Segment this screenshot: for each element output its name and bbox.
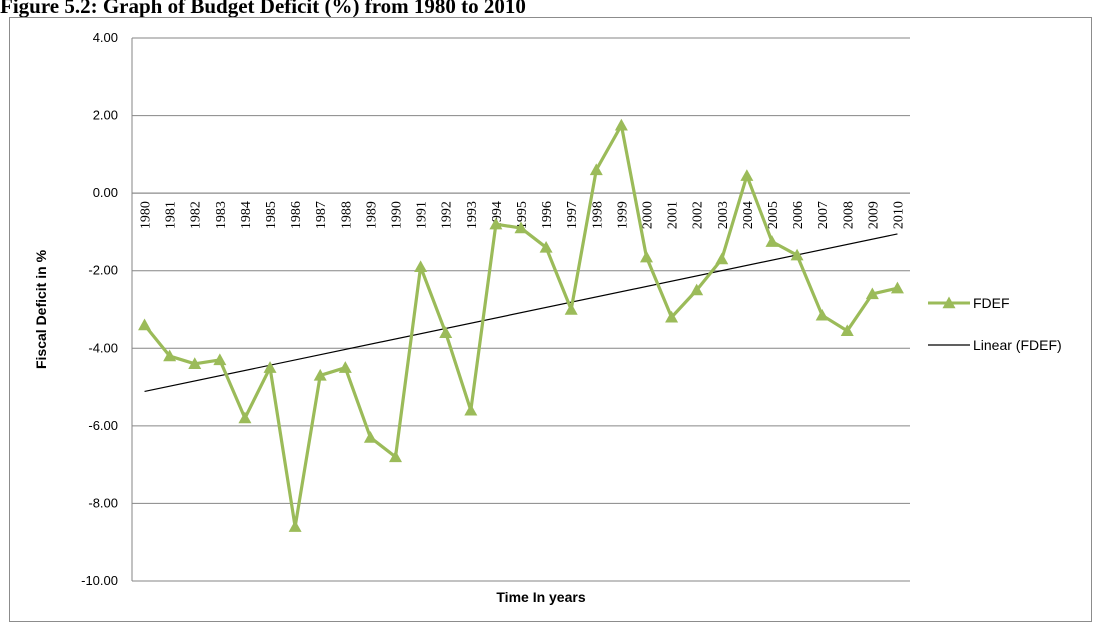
y-tick-label: -8.00 (88, 495, 118, 510)
y-tick-label: -10.00 (81, 573, 118, 588)
x-category-label: 1984 (239, 201, 254, 229)
x-category-label: 1989 (364, 201, 379, 229)
x-category-label: 1985 (264, 201, 279, 229)
x-category-label: 1998 (590, 201, 605, 229)
x-category-label: 1986 (289, 201, 304, 229)
data-point-marker (439, 326, 453, 338)
data-point-marker (213, 353, 227, 366)
y-tick-label: -6.00 (88, 418, 118, 433)
x-category-label: 2002 (691, 201, 706, 229)
x-category-label: 2009 (866, 201, 881, 229)
data-point-marker (188, 357, 202, 369)
data-point-marker (815, 308, 829, 321)
x-category-label: 2010 (891, 201, 906, 229)
legend-fdef-label: FDEF (973, 295, 1010, 311)
y-tick-label: 2.00 (93, 108, 118, 123)
y-axis-title: Fiscal Deficit in % (33, 249, 49, 369)
x-axis-categories: 1980 1981 1982 1983 1984 1985 1986 1987 1988 1989… (139, 201, 907, 229)
x-category-label: 2008 (841, 201, 856, 229)
data-point-marker (765, 235, 779, 247)
data-point-marker (313, 368, 327, 381)
chart-area: 4.00 2.00 0.00 -2.00 -4.00 -6.00 -8.00 -10.00 1… (9, 17, 1092, 622)
legend-trend-label: Linear (FDEF) (973, 337, 1062, 353)
data-point-marker (790, 248, 804, 261)
x-category-label: 1995 (515, 201, 530, 229)
series-markers (138, 118, 904, 532)
data-point-marker (690, 283, 704, 296)
y-tick-label: -4.00 (88, 340, 118, 355)
x-category-label: 2004 (741, 201, 756, 229)
x-category-label: 2005 (766, 201, 781, 229)
data-point-marker (414, 260, 428, 273)
y-axis-ticks: 4.00 2.00 0.00 -2.00 -4.00 -6.00 -8.00 -10.00 (81, 30, 118, 588)
x-category-label: 1991 (415, 201, 430, 229)
x-category-label: 2000 (640, 201, 655, 229)
x-category-label: 1993 (465, 201, 480, 229)
y-tick-label: 4.00 (93, 30, 118, 45)
data-point-marker (389, 450, 403, 463)
x-category-label: 1999 (615, 201, 630, 229)
data-point-marker (865, 287, 879, 300)
data-point-marker (514, 221, 528, 234)
x-category-label: 2001 (666, 201, 681, 229)
data-point-marker (639, 250, 653, 263)
data-point-marker (489, 217, 503, 230)
x-category-label: 1980 (139, 201, 154, 229)
figure-caption: Figure 5.2: Graph of Budget Deficit (%) … (0, 0, 526, 18)
x-category-label: 1990 (390, 201, 405, 229)
data-point-marker (238, 411, 252, 424)
legend: FDEF Linear (FDEF) (928, 295, 1062, 353)
data-point-marker (715, 252, 729, 265)
x-category-label: 1997 (565, 201, 580, 229)
y-tick-label: -2.00 (88, 263, 118, 278)
data-point-marker (665, 310, 679, 323)
data-point-marker (890, 281, 904, 294)
series-line-fdef (143, 123, 898, 529)
data-point-marker (288, 520, 302, 532)
data-point-marker (614, 118, 628, 131)
y-tick-label: 0.00 (93, 185, 118, 200)
x-category-label: 1996 (540, 201, 555, 229)
data-point-marker (539, 240, 553, 253)
x-category-label: 1988 (339, 201, 354, 229)
data-point-marker (464, 403, 478, 416)
x-category-label: 1981 (164, 201, 179, 229)
data-point-marker (589, 163, 603, 176)
data-point-marker (363, 430, 377, 443)
x-category-label: 1983 (214, 201, 229, 229)
x-category-label: 1987 (314, 201, 329, 229)
data-point-marker (740, 169, 754, 181)
data-point-marker (840, 324, 854, 337)
fiscal-deficit-chart: 4.00 2.00 0.00 -2.00 -4.00 -6.00 -8.00 -10.00 1… (33, 30, 1062, 605)
legend-fdef-marker (942, 296, 956, 309)
x-category-label: 1992 (440, 201, 455, 229)
x-axis-title: Time In years (496, 589, 585, 605)
x-category-label: 2003 (716, 201, 731, 229)
x-category-label: 2006 (791, 201, 806, 229)
data-point-marker (263, 361, 277, 373)
data-point-marker (564, 303, 578, 315)
trendline (144, 233, 898, 393)
data-point-marker (338, 361, 352, 373)
x-category-label: 2007 (816, 201, 831, 229)
gridlines (131, 37, 910, 582)
data-point-marker (138, 318, 152, 331)
x-category-label: 1982 (189, 201, 204, 229)
data-point-marker (163, 349, 177, 362)
